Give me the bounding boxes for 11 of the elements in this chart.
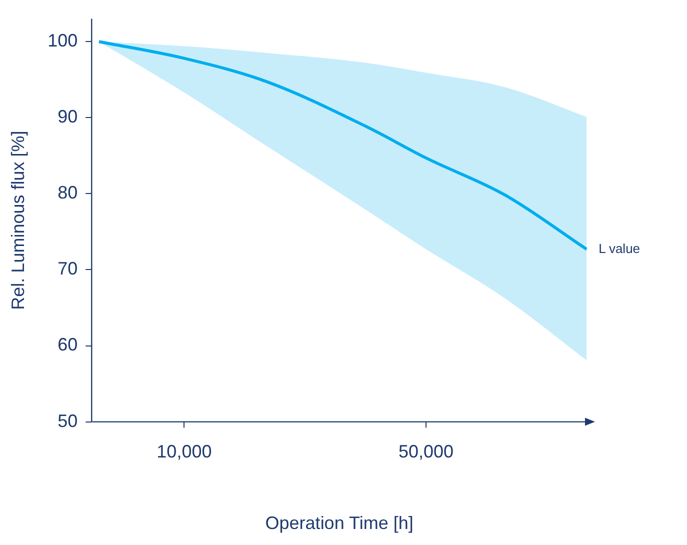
y-tick-label: 60: [58, 334, 78, 355]
y-tick-label: 50: [58, 410, 78, 431]
y-tick-label: 70: [58, 258, 78, 279]
y-tick-label: 100: [48, 30, 78, 51]
annotation: L value: [598, 240, 640, 256]
x-tick-label: 50,000: [398, 442, 454, 462]
y-axis-title: Rel. Luminous flux [%]: [8, 130, 28, 310]
y-tick-label: 90: [58, 106, 78, 127]
x-tick-label: 10,000: [156, 442, 212, 462]
y-tick-label: 80: [58, 182, 78, 203]
x-axis-title: Operation Time [h]: [265, 513, 414, 534]
